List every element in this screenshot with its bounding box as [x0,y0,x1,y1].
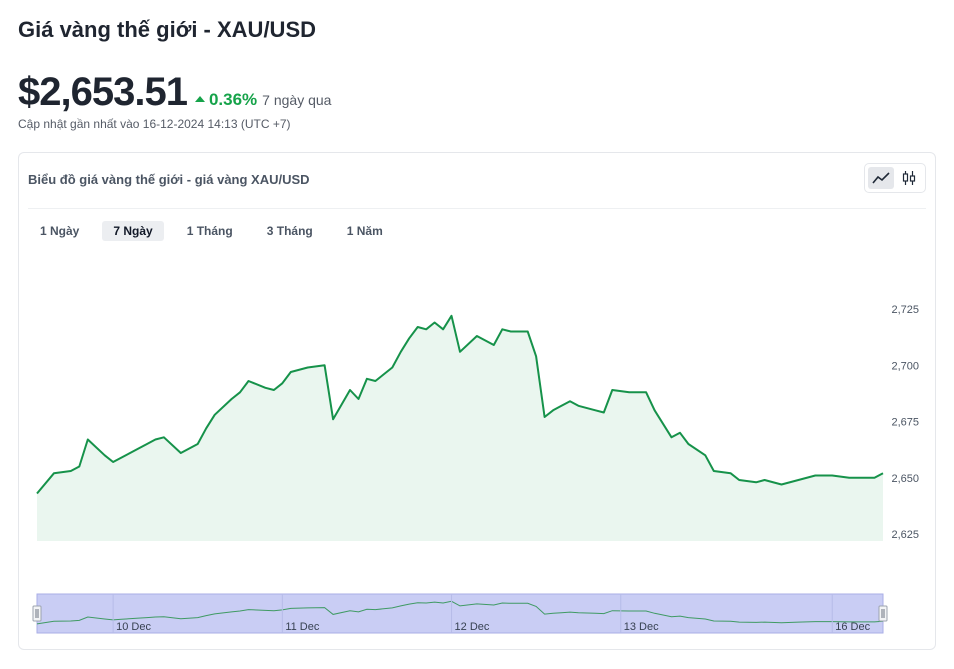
y-tick-label: 2,725 [891,304,919,316]
candlestick-button[interactable] [896,167,922,189]
line-chart-icon [872,172,890,184]
price-area [37,315,883,541]
card-divider [28,208,926,209]
last-updated: Cập nhật gần nhất vào 16-12-2024 14:13 (… [18,117,291,131]
navigator-tick-label: 16 Dec [835,621,870,633]
y-tick-label: 2,625 [891,529,919,541]
navigator-handle-left[interactable] [32,605,42,622]
page-title: Giá vàng thế giới - XAU/USD [18,17,317,42]
price-change: 0.36% 7 ngày qua [194,90,332,110]
price-row: $2,653.51 0.36% 7 ngày qua [18,70,331,115]
price-line [36,314,884,495]
range-tabs: 1 Ngày 7 Ngày 1 Tháng 3 Tháng 1 Năm [29,221,406,241]
triangle-up-icon [194,96,205,102]
tab-3-months[interactable]: 3 Tháng [266,224,313,238]
tab-1-month[interactable]: 1 Tháng [186,224,233,238]
current-price: $2,653.51 [18,70,188,114]
navigator-tick-label: 11 Dec [285,621,320,633]
navigator-tick-label: 13 Dec [624,621,659,633]
navigator-handle-right[interactable] [878,605,888,622]
line-chart-button[interactable] [868,167,894,189]
y-tick-label: 2,700 [891,360,919,372]
tab-7-days[interactable]: 7 Ngày [102,221,164,241]
navigator-tick-label: 10 Dec [116,621,151,633]
navigator-band [36,593,884,634]
navigator-line [36,600,884,625]
tab-1-year[interactable]: 1 Năm [346,224,383,238]
y-tick-label: 2,650 [891,473,919,485]
tab-1-day[interactable]: 1 Ngày [40,224,80,238]
chart-type-toggle [864,163,926,193]
chart-card: Biểu đồ giá vàng thế giới - giá vàng XAU… [18,152,936,650]
chart-title: Biểu đồ giá vàng thế giới - giá vàng XAU… [28,172,310,187]
y-tick-label: 2,675 [891,417,919,429]
candlestick-icon [902,171,916,185]
change-period: 7 ngày qua [262,92,332,108]
navigator-tick-label: 12 Dec [455,621,490,633]
change-percent: 0.36% [208,90,258,109]
